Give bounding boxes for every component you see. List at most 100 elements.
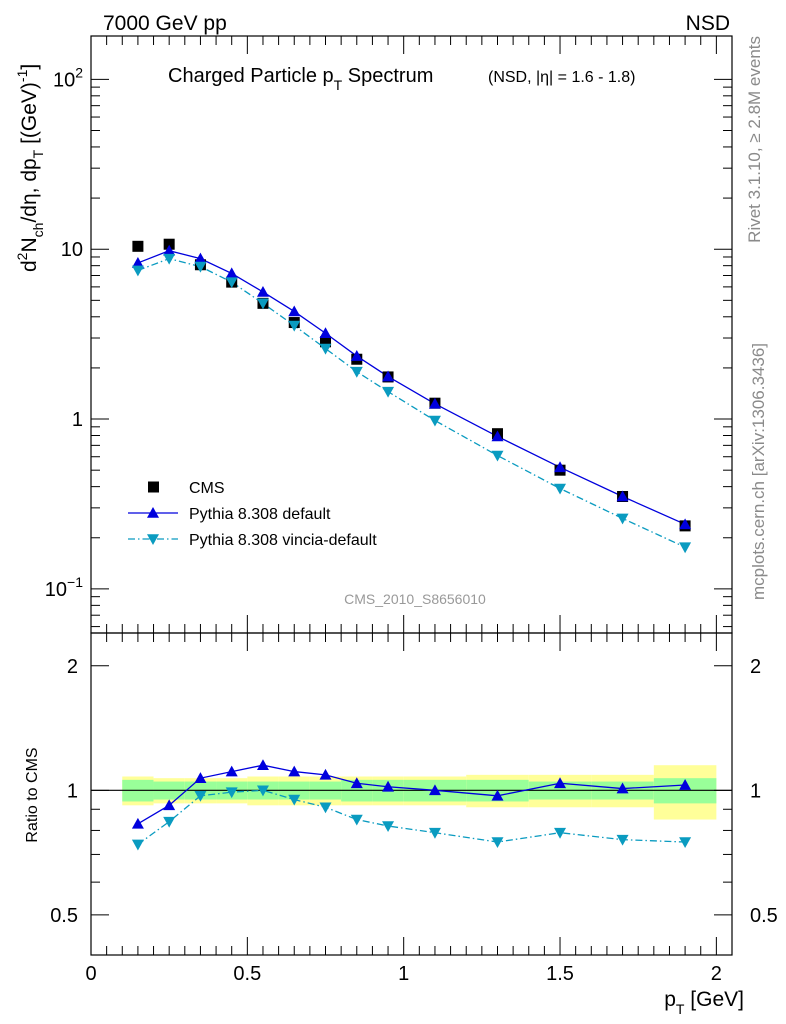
pythia-default-point: [382, 370, 395, 382]
pythia-vincia-point: [350, 366, 363, 378]
pythia-default-point: [679, 518, 692, 530]
pythia-default-point: [616, 490, 629, 502]
ratio-vincia-point: [679, 837, 692, 849]
pythia-vincia-point: [382, 386, 395, 398]
ratio-default-point: [428, 784, 441, 796]
pythia-default-point: [194, 252, 207, 264]
ratio-default-point: [350, 777, 363, 789]
chart-subtitle: (NSD, |η| = 1.6 - 1.8): [488, 69, 635, 86]
ratio-vincia-point: [491, 837, 504, 849]
cms-point: [163, 238, 175, 250]
legend-label: Pythia 8.308 default: [189, 506, 331, 523]
pythia-default-point: [350, 350, 363, 361]
pythia-default-point: [163, 244, 176, 256]
ratio-vincia-point: [382, 821, 395, 832]
ratio-y-tick-label: 0.5: [50, 905, 78, 927]
ratio-default-point: [319, 768, 332, 780]
y-tick-label: 10−1: [45, 574, 83, 601]
pythia-vincia-point: [319, 343, 332, 355]
ratio-default-line: [137, 764, 686, 825]
ratio-default-point: [382, 780, 395, 792]
ratio-vincia-point: [616, 834, 629, 846]
rivet-label: Rivet 3.1.10, ≥ 2.8M events: [745, 36, 764, 243]
ratio-axis-ticks: 0.5 0.5 1 1 2 2 0 0.5 1 1.5 2: [50, 633, 778, 985]
analysis-label: CMS_2010_S8656010: [344, 591, 486, 607]
pythia-default-point: [319, 327, 332, 339]
cms-point: [132, 240, 144, 252]
pythia-vincia-point: [554, 483, 567, 495]
pythia-vincia-point: [616, 513, 629, 525]
ratio-default-point: [163, 799, 176, 811]
pythia-default-point: [256, 285, 269, 297]
ratio-vincia-point: [319, 802, 332, 814]
ratio-frame: [90, 632, 733, 956]
pythia-default-point: [131, 256, 144, 268]
ratio-y-tick-label: 1: [67, 780, 78, 802]
ratio-vincia-point: [131, 839, 144, 851]
pythia-vincia-point: [491, 450, 504, 462]
pythia-vincia-point: [288, 320, 301, 332]
header-right: NSD: [686, 12, 730, 35]
pythia-vincia-point: [163, 253, 176, 265]
ratio-default-point: [225, 765, 238, 777]
mcplots-label: mcplots.cern.ch [arXiv:1306.3436]: [749, 343, 768, 600]
ratio-y-tick-label: 2: [67, 656, 78, 678]
ratio-vincia-point: [163, 816, 176, 828]
ratio-default-point: [194, 772, 207, 783]
main-panel: 10−1 1 10 102: [45, 35, 733, 634]
ratio-ylabel: Ratio to CMS: [24, 747, 41, 842]
ratio-vincia-point: [225, 787, 238, 799]
y-tick-label: 10: [61, 239, 83, 261]
ratio-y-tick-label-right: 1: [750, 780, 761, 802]
pythia-vincia-point: [131, 265, 144, 277]
legend-marker-cms: [148, 481, 159, 493]
header-left: 7000 GeV pp: [103, 12, 227, 35]
pythia-default-point: [428, 397, 441, 409]
ratio-default-point: [131, 817, 144, 829]
ratio-default-point: [256, 759, 269, 771]
pythia-vincia-point: [679, 542, 692, 554]
pythia-default-point: [491, 430, 504, 442]
x-tick-label: 1: [398, 963, 409, 985]
ratio-vincia-point: [256, 785, 269, 797]
ratio-default-point: [491, 789, 504, 801]
ratio-vincia-point: [428, 827, 441, 839]
legend: CMS Pythia 8.308 default Pythia 8.308 vinc…: [128, 480, 377, 549]
x-tick-label: 1.5: [546, 963, 574, 985]
ratio-y-tick-label-right: 0.5: [750, 905, 778, 927]
y-tick-label: 102: [53, 64, 83, 91]
ratio-default-point: [288, 765, 301, 777]
ratio-vincia-point: [194, 791, 207, 802]
main-frame: [90, 35, 733, 634]
x-tick-label: 0.5: [233, 963, 261, 985]
ratio-default-point: [679, 779, 692, 790]
x-tick-label: 2: [711, 963, 722, 985]
y-tick-label: 1: [72, 409, 83, 431]
pythia-vincia-point: [194, 261, 207, 273]
x-axis-label: pT [GeV]: [664, 988, 744, 1017]
pythia-vincia-point: [428, 415, 441, 427]
ratio-default-point: [554, 777, 567, 789]
ratio-y-tick-label-right: 2: [750, 656, 761, 678]
legend-marker: [147, 507, 159, 518]
legend-label: CMS: [189, 480, 225, 497]
legend-label: Pythia 8.308 vincia-default: [189, 532, 377, 549]
legend-marker: [147, 534, 159, 545]
pythia-default-point: [225, 267, 238, 279]
pythia-vincia-point: [225, 277, 238, 289]
ratio-vincia-point: [288, 794, 301, 806]
main-axis-ticks: 10−1 1 10 102: [45, 36, 733, 633]
ratio-vincia-point: [554, 827, 567, 839]
ratio-vincia-point: [350, 814, 363, 826]
pythia-vincia-point: [256, 298, 269, 310]
pythia-vincia-line: [137, 257, 686, 548]
ratio-panel: 0.5 0.5 1 1 2 2 0 0.5 1 1.5 2: [50, 632, 778, 985]
main-ylabel: d2Nch/dη, dpT [(GeV)-1]: [14, 64, 46, 272]
pythia-default-point: [554, 461, 567, 473]
x-tick-label: 0: [85, 963, 96, 985]
pythia-default-point: [288, 305, 301, 317]
ratio-vincia-line: [137, 789, 686, 845]
ratio-default-point: [616, 782, 629, 794]
chart-title: Charged Particle pT Spectrum: [168, 65, 433, 93]
